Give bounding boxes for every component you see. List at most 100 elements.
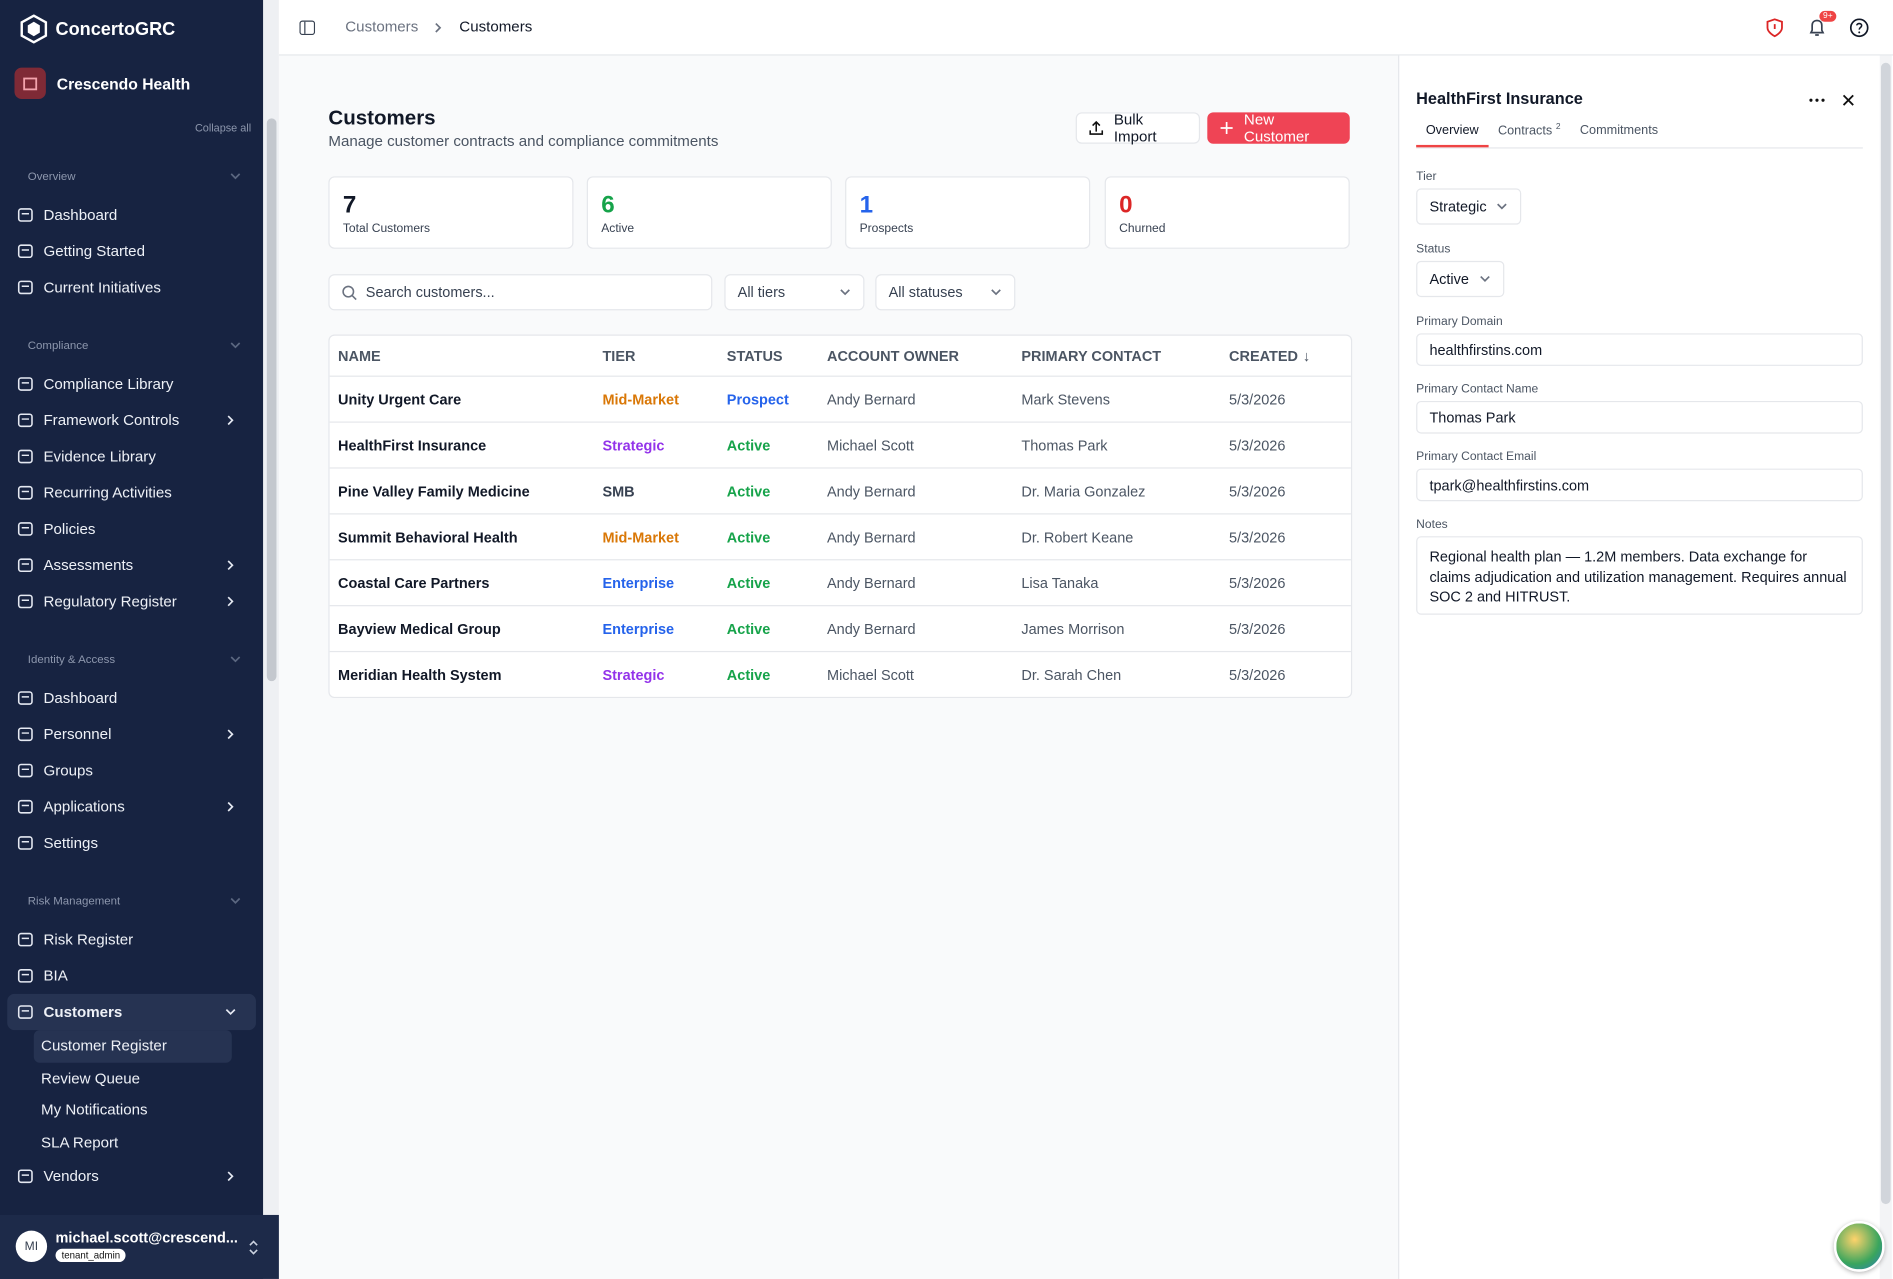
icon (17, 208, 33, 222)
field-input[interactable]: tpark@healthfirstins.com (1416, 468, 1863, 502)
nav-item[interactable]: Compliance Library (0, 366, 256, 402)
user-bar[interactable]: MI michael.scott@crescend... tenant_admi… (0, 1214, 279, 1279)
field-select[interactable]: Active (1416, 260, 1504, 298)
nav-item[interactable]: Customers (7, 993, 256, 1031)
nav-section[interactable]: Overview (0, 156, 263, 197)
nav-item[interactable]: Recurring Activities (0, 475, 256, 511)
column-header[interactable]: TIER (602, 347, 726, 364)
help-icon[interactable] (1849, 18, 1869, 38)
field-input[interactable]: healthfirstins.com (1416, 333, 1863, 366)
nav-item[interactable]: Current Initiatives (0, 269, 256, 305)
nav-item[interactable]: Groups (0, 752, 256, 788)
field-input[interactable]: Thomas Park (1416, 400, 1863, 434)
breadcrumb-item[interactable]: Customers (459, 18, 533, 36)
tab[interactable]: Overview (1416, 123, 1489, 148)
table-row[interactable]: Pine Valley Family Medicine SMB Active Andy… (329, 467, 1351, 513)
filter-label: All statuses (888, 283, 963, 301)
nav-item[interactable]: Assessments (0, 547, 256, 583)
alert-icon[interactable] (1766, 18, 1783, 38)
tier-cell: Strategic (602, 436, 665, 454)
nav-item[interactable]: Personnel (0, 716, 256, 752)
filter-select[interactable]: All tiers (724, 274, 865, 311)
nav-item[interactable]: Dashboard (0, 197, 256, 233)
nav-section[interactable]: Identity & Access (0, 639, 263, 680)
nav-section[interactable]: Compliance (0, 325, 263, 366)
column-header[interactable]: CREATED ↓ (1229, 347, 1351, 364)
stat-label: Churned (1119, 222, 1166, 236)
nav-subitem[interactable]: My Notifications (41, 1101, 148, 1119)
bell-icon[interactable] (1809, 18, 1826, 37)
tab[interactable]: Commitments (1570, 123, 1668, 147)
search-box[interactable]: Search customers... (328, 274, 713, 311)
field-textarea[interactable]: Regional health plan — 1.2M members. Dat… (1416, 536, 1863, 615)
assistant-button[interactable] (1833, 1220, 1885, 1272)
contact-cell: James Morrison (1021, 620, 1125, 638)
more-icon[interactable] (1809, 98, 1826, 103)
page-subtitle: Manage customer contracts and compliance… (328, 132, 719, 150)
icon (991, 289, 1001, 296)
nav-item[interactable]: Risk Register (0, 921, 256, 957)
nav-item[interactable]: Vendors (0, 1158, 256, 1194)
sidebar-toggle[interactable] (299, 20, 316, 36)
icon (17, 413, 33, 428)
close-icon[interactable] (1842, 94, 1854, 106)
user-role: tenant_admin (55, 1248, 127, 1263)
nav-item[interactable]: Settings (0, 825, 256, 861)
contact-cell: Thomas Park (1021, 436, 1108, 454)
tab[interactable]: Contracts 2 (1488, 123, 1570, 147)
icon (230, 897, 241, 904)
nav-item[interactable]: Policies (0, 511, 256, 547)
filter-select[interactable]: All statuses (875, 274, 1016, 311)
field-select[interactable]: Strategic (1416, 188, 1522, 225)
nav: Overview Dashboard Getting Started Current … (0, 156, 263, 1195)
column-header[interactable]: PRIMARY CONTACT (1021, 347, 1229, 364)
tab-label: Overview (1425, 123, 1479, 138)
nav-subitem[interactable]: Review Queue (41, 1069, 141, 1087)
breadcrumb-item[interactable]: Customers (345, 18, 419, 36)
sort-indicator: ↓ (1302, 347, 1311, 365)
nav-item[interactable]: Regulatory Register (0, 583, 256, 619)
status-cell: Active (726, 620, 771, 638)
owner-cell: Michael Scott (827, 436, 914, 454)
status-cell: Active (726, 666, 771, 683)
panel-scrollbar-thumb[interactable] (1880, 62, 1891, 1205)
column-header[interactable]: ACCOUNT OWNER (827, 347, 1021, 364)
status-cell: Active (726, 482, 771, 500)
table-row[interactable]: Summit Behavioral Health Mid-Market Active… (329, 513, 1351, 559)
collapse-all[interactable]: Collapse all (194, 121, 252, 135)
nav-item[interactable]: BIA (0, 958, 256, 994)
scrollbar-thumb[interactable] (266, 118, 277, 682)
brand[interactable]: ConcertoGRC (19, 14, 175, 44)
bulk-import-button[interactable]: Bulk Import (1075, 111, 1201, 145)
table-row[interactable]: Unity Urgent Care Mid-Market Prospect Andy … (329, 375, 1351, 422)
owner-cell: Michael Scott (827, 666, 914, 683)
org-switcher[interactable]: Crescendo Health (14, 67, 190, 100)
nav-item[interactable]: Dashboard (0, 680, 256, 716)
stat-value: 0 (1119, 192, 1133, 219)
stat-value: 7 (342, 192, 357, 219)
owner-cell: Andy Bernard (827, 574, 916, 592)
icon (17, 594, 33, 609)
notification-badge: 9+ (1819, 10, 1837, 22)
table-row[interactable]: Bayview Medical Group Enterprise Active And… (329, 605, 1351, 651)
column-header[interactable]: STATUS (727, 347, 827, 364)
sidebar: ConcertoGRC Crescendo Health Collapse al… (0, 0, 264, 1279)
nav-item-label: Dashboard (43, 689, 118, 707)
nav-item[interactable]: Framework Controls (0, 402, 256, 438)
nav-subitem[interactable]: SLA Report (41, 1133, 119, 1151)
nav-section[interactable]: Risk Management (0, 880, 263, 921)
created-cell: 5/3/2026 (1229, 390, 1286, 408)
name-cell: Meridian Health System (338, 666, 502, 683)
nav-item-label: Applications (43, 798, 125, 816)
nav-item[interactable]: Evidence Library (0, 438, 256, 474)
table-row[interactable]: Meridian Health System Strategic Active Mic… (329, 650, 1351, 697)
table-row[interactable]: HealthFirst Insurance Strategic Active Mich… (329, 421, 1351, 467)
search-placeholder: Search customers... (365, 283, 495, 301)
contact-cell: Lisa Tanaka (1021, 574, 1099, 592)
new-customer-button[interactable]: New Customer (1207, 111, 1350, 145)
table-row[interactable]: Coastal Care Partners Enterprise Active And… (329, 559, 1351, 605)
column-header[interactable]: NAME (338, 347, 602, 364)
nav-item[interactable]: Getting Started (0, 233, 256, 269)
nav-item[interactable]: Applications (0, 789, 256, 825)
nav-subitem[interactable]: Customer Register (33, 1030, 232, 1063)
